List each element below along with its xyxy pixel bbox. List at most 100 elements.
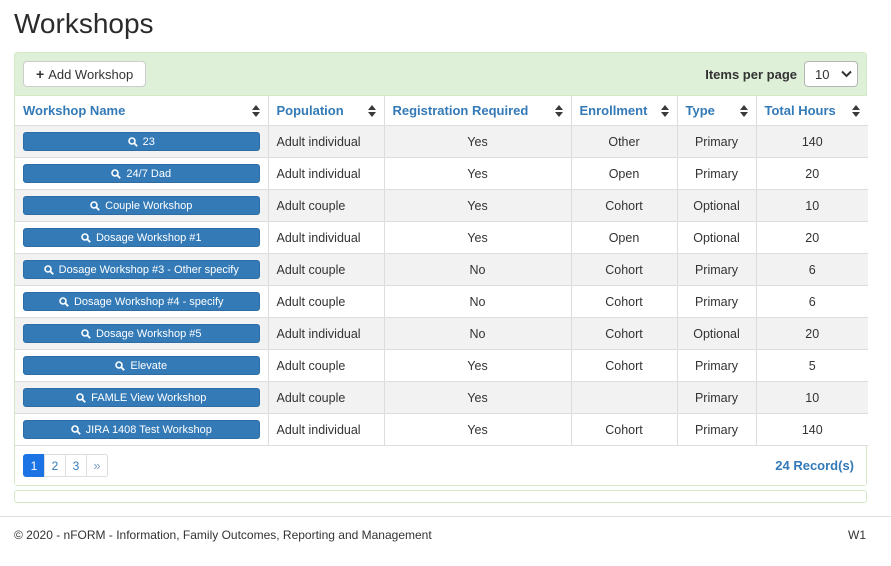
total-hours-cell: 140	[756, 413, 868, 446]
toolbar: + Add Workshop Items per page 10	[15, 53, 866, 96]
page-button-3[interactable]: 3	[65, 454, 87, 477]
population-cell: Adult couple	[268, 253, 385, 286]
registration-required-cell: Yes	[384, 221, 572, 254]
type-cell: Primary	[677, 253, 757, 286]
population-cell: Adult couple	[268, 381, 385, 414]
search-icon	[115, 360, 126, 371]
workshop-open-button[interactable]: Elevate	[23, 356, 260, 375]
items-per-page-select[interactable]: 10	[804, 61, 858, 87]
version-label: W1	[848, 528, 866, 542]
population-cell: Adult individual	[268, 221, 385, 254]
type-cell: Optional	[677, 189, 757, 222]
registration-required-cell: Yes	[384, 349, 572, 382]
workshop-name-cell: JIRA 1408 Test Workshop	[15, 413, 269, 446]
sort-icon	[554, 104, 563, 117]
workshop-open-button[interactable]: JIRA 1408 Test Workshop	[23, 420, 260, 439]
sort-icon	[660, 104, 669, 117]
sort-icon	[739, 104, 748, 117]
workshop-name-cell: Couple Workshop	[15, 189, 269, 222]
footer-divider	[0, 516, 891, 517]
workshop-open-button[interactable]: Couple Workshop	[23, 196, 260, 215]
type-cell: Optional	[677, 317, 757, 350]
column-header-enrollment[interactable]: Enrollment	[571, 96, 678, 126]
total-hours-cell: 6	[756, 253, 868, 286]
enrollment-cell: Cohort	[571, 349, 678, 382]
table-row: JIRA 1408 Test Workshop Adult individual…	[15, 413, 868, 446]
table-header-row: Workshop Name Population Registration Re…	[15, 96, 868, 126]
workshop-name-cell: Dosage Workshop #1	[15, 221, 269, 254]
next-page-button[interactable]: »	[86, 454, 108, 477]
enrollment-cell: Open	[571, 157, 678, 190]
column-header-workshop-name[interactable]: Workshop Name	[15, 96, 269, 126]
registration-required-cell: Yes	[384, 189, 572, 222]
table-row: Dosage Workshop #3 - Other specify Adult…	[15, 253, 868, 286]
enrollment-cell: Cohort	[571, 189, 678, 222]
total-hours-cell: 140	[756, 125, 868, 158]
workshop-name-label: 24/7 Dad	[126, 167, 172, 180]
registration-required-cell: No	[384, 285, 572, 318]
total-hours-cell: 20	[756, 157, 868, 190]
search-icon	[127, 136, 138, 147]
search-icon	[90, 200, 100, 211]
sort-icon	[367, 104, 376, 117]
copyright-text: © 2020 - nFORM - Information, Family Out…	[14, 528, 432, 542]
total-hours-cell: 10	[756, 189, 868, 222]
workshop-name-label: Dosage Workshop #4 - specify	[73, 295, 224, 308]
workshop-open-button[interactable]: 23	[23, 132, 260, 151]
population-cell: Adult individual	[268, 317, 385, 350]
records-count: 24 Record(s)	[775, 458, 854, 473]
total-hours-cell: 10	[756, 381, 868, 414]
table-row: 24/7 Dad Adult individual Yes Open Prima…	[15, 157, 868, 190]
registration-required-cell: Yes	[384, 125, 572, 158]
column-header-type[interactable]: Type	[677, 96, 757, 126]
total-hours-cell: 6	[756, 285, 868, 318]
workshop-open-button[interactable]: 24/7 Dad	[23, 164, 260, 183]
workshop-open-button[interactable]: Dosage Workshop #5	[23, 324, 260, 343]
table-row: 23 Adult individual Yes Other Primary 14…	[15, 125, 868, 158]
population-cell: Adult individual	[268, 125, 385, 158]
population-cell: Adult individual	[268, 413, 385, 446]
pagination: 1 2 3»	[23, 454, 108, 477]
search-icon	[70, 424, 81, 435]
site-footer: © 2020 - nFORM - Information, Family Out…	[0, 517, 891, 542]
add-workshop-button[interactable]: + Add Workshop	[23, 61, 147, 87]
population-cell: Adult couple	[268, 285, 385, 318]
registration-required-cell: Yes	[384, 413, 572, 446]
page-button-1[interactable]: 1	[23, 454, 45, 477]
workshop-name-label: Dosage Workshop #5	[95, 327, 202, 340]
table-row: Dosage Workshop #5 Adult individual No C…	[15, 317, 868, 350]
table-row: Couple Workshop Adult couple Yes Cohort …	[15, 189, 868, 222]
workshop-name-cell: FAMLE View Workshop	[15, 381, 269, 414]
total-hours-cell: 5	[756, 349, 868, 382]
panel-footer-strip	[14, 490, 867, 503]
search-icon	[111, 168, 122, 179]
sort-icon	[852, 104, 860, 117]
column-header-population[interactable]: Population	[268, 96, 385, 126]
type-cell: Optional	[677, 221, 757, 254]
total-hours-cell: 20	[756, 317, 868, 350]
search-icon	[76, 392, 87, 403]
workshop-name-label: Couple Workshop	[105, 199, 193, 212]
workshop-open-button[interactable]: FAMLE View Workshop	[23, 388, 260, 407]
items-per-page-label: Items per page	[705, 66, 797, 82]
table-row: Elevate Adult couple Yes Cohort Primary …	[15, 349, 868, 382]
workshop-open-button[interactable]: Dosage Workshop #3 - Other specify	[23, 260, 260, 279]
enrollment-cell: Cohort	[571, 285, 678, 318]
column-header-registration-required[interactable]: Registration Required	[384, 96, 572, 126]
enrollment-cell: Cohort	[571, 317, 678, 350]
workshop-open-button[interactable]: Dosage Workshop #1	[23, 228, 260, 247]
workshop-open-button[interactable]: Dosage Workshop #4 - specify	[23, 292, 260, 311]
column-header-total-hours[interactable]: Total Hours	[756, 96, 868, 126]
type-cell: Primary	[677, 381, 757, 414]
search-icon	[43, 264, 54, 275]
enrollment-cell: Cohort	[571, 253, 678, 286]
workshop-name-cell: 23	[15, 125, 269, 158]
registration-required-cell: Yes	[384, 157, 572, 190]
workshop-name-label: Elevate	[130, 359, 168, 372]
table-row: FAMLE View Workshop Adult couple Yes Pri…	[15, 381, 868, 414]
search-icon	[59, 296, 69, 307]
add-workshop-label: Add Workshop	[48, 66, 134, 82]
page-button-2[interactable]: 2	[44, 454, 66, 477]
enrollment-cell: Other	[571, 125, 678, 158]
workshop-name-label: Dosage Workshop #3 - Other specify	[58, 263, 239, 276]
